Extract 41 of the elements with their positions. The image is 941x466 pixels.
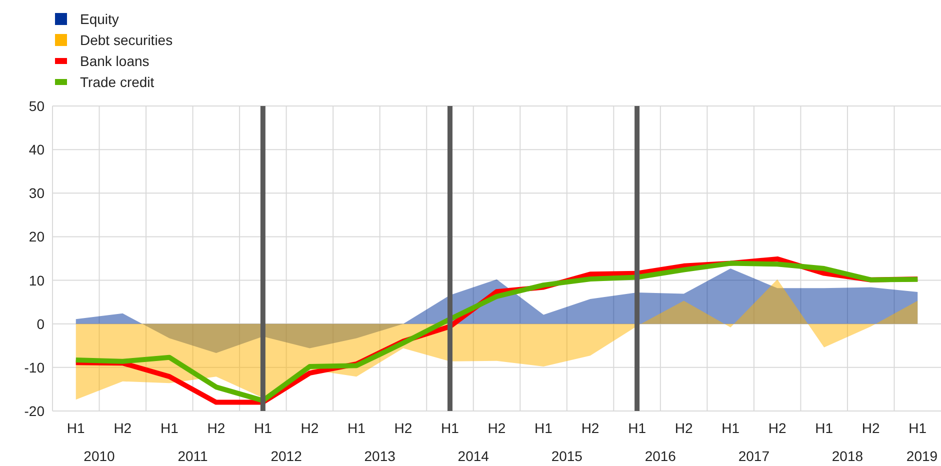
x-tick-label: H1 [815, 420, 834, 436]
text: 2015 [551, 448, 583, 464]
y-tick-label: 0 [36, 316, 45, 332]
x-tick-label: H2 [488, 420, 506, 436]
y-tick-label: 20 [28, 228, 45, 245]
x-tick-label: H2 [674, 420, 693, 436]
x-tick-label: H2 [114, 420, 132, 436]
x-tick-label: H1 [534, 420, 553, 436]
x-tick-label: H1 [628, 420, 646, 436]
y-tick-label: -20 [24, 402, 45, 419]
text: 2011 [178, 448, 208, 464]
text: 2019 [906, 448, 938, 464]
x-tick-label: H2 [862, 420, 880, 436]
x-tick-label: H2 [394, 420, 412, 436]
text: 2010 [84, 448, 116, 464]
text: 2018 [832, 448, 864, 464]
x-tick-label: H2 [581, 420, 600, 436]
text: 2014 [458, 448, 490, 464]
x-tick-label: H1 [160, 420, 179, 436]
x-tick-label: H1 [254, 420, 272, 436]
x-tick-label: H2 [768, 420, 786, 436]
y-tick-label: 30 [28, 185, 45, 202]
legend-label: Equity [80, 10, 119, 26]
legend-label: Trade credit [80, 74, 154, 90]
legend-label: Debt securities [80, 32, 173, 48]
x-tick-label: H1 [348, 420, 366, 436]
x-tick-label: H2 [300, 420, 319, 436]
y-tick-label: 10 [28, 272, 45, 288]
x-tick-label: H1 [908, 420, 927, 436]
x-tick-label: H2 [207, 420, 226, 436]
y-tick-label: -10 [24, 359, 45, 376]
x-tick-label: H1 [722, 420, 740, 436]
text: 2013 [364, 448, 396, 464]
legend-label: Bank loans [80, 52, 150, 68]
y-tick-label: 50 [28, 98, 45, 114]
x-tick-label: H1 [441, 420, 460, 436]
text: 2016 [644, 448, 676, 464]
text: 2012 [270, 448, 302, 464]
x-tick-label: H1 [66, 420, 86, 436]
text: 2017 [738, 448, 770, 464]
y-tick-label: 40 [28, 142, 45, 158]
